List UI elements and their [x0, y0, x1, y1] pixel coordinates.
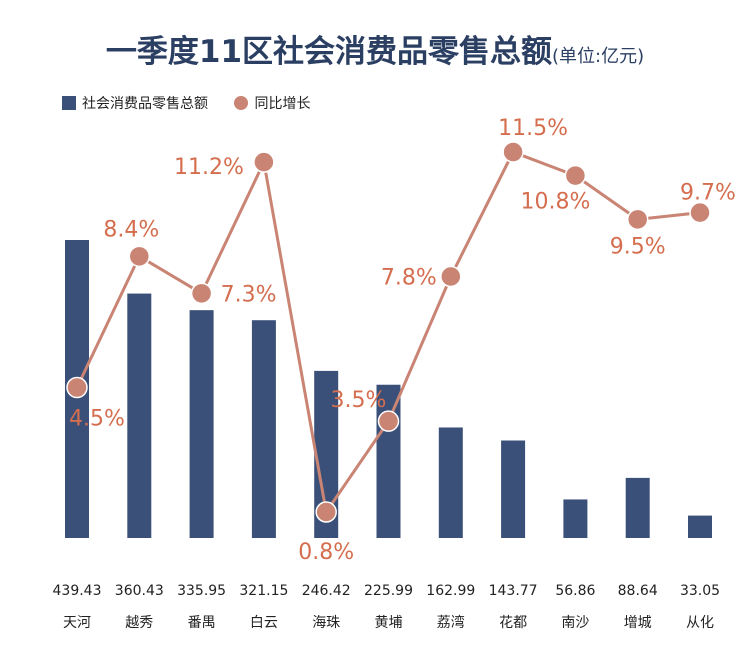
- growth-label: 11.5%: [498, 116, 568, 141]
- category-label: 越秀: [125, 615, 153, 631]
- legend-label-line: 同比增长: [254, 96, 311, 112]
- category-label: 天河: [63, 615, 91, 631]
- growth-label: 10.8%: [520, 190, 590, 215]
- bar-荔湾: [438, 427, 463, 538]
- growth-label: 7.3%: [221, 282, 277, 307]
- bar-value-label: 439.43: [53, 583, 102, 599]
- category-label: 白云: [250, 615, 278, 631]
- growth-label: 11.2%: [174, 155, 244, 180]
- bar-花都: [501, 440, 526, 538]
- bar-value-label: 360.43: [115, 583, 164, 599]
- growth-point-从化: [689, 201, 711, 224]
- growth-point-黄埔: [377, 410, 400, 432]
- category-labels: 天河 越秀 番禺 白云 海珠 黄埔 荔湾 花都 南沙 增城 从化: [63, 614, 714, 631]
- growth-label: 9.5%: [610, 234, 666, 259]
- bar-value-label: 33.05: [680, 583, 720, 599]
- category-label: 海珠: [312, 615, 340, 631]
- bar-value-labels: 439.43 360.43 335.95 321.15 246.42 225.99 162.…: [53, 583, 721, 599]
- chart-title-unit: (单位:亿元): [552, 46, 645, 67]
- category-label: 增城: [624, 615, 652, 631]
- legend-item-line: 同比增长: [234, 93, 310, 113]
- growth-point-花都: [502, 141, 524, 163]
- bar-增城: [625, 477, 650, 538]
- bar-越秀: [127, 293, 152, 538]
- bar-南沙: [563, 499, 588, 538]
- growth-point-增城: [626, 208, 649, 231]
- bar-从化: [688, 515, 712, 538]
- growth-point-海珠: [315, 501, 337, 523]
- growth-point-南沙: [564, 164, 587, 187]
- legend-item-bar: 社会消费品零售总额: [62, 93, 208, 113]
- bar-白云: [251, 320, 276, 538]
- growth-label: 0.8%: [298, 540, 354, 565]
- bar-value-label: 162.99: [426, 583, 475, 599]
- category-label: 南沙: [561, 615, 589, 631]
- bar-黄埔: [376, 384, 401, 538]
- category-label: 从化: [686, 615, 714, 631]
- growth-label: 7.8%: [381, 266, 437, 291]
- growth-label: 4.5%: [69, 407, 125, 432]
- growth-label: 8.4%: [103, 217, 159, 242]
- growth-point-番禺: [190, 282, 213, 305]
- bar-value-label: 143.77: [489, 583, 538, 599]
- bar-value-label: 246.42: [302, 583, 351, 599]
- growth-point-荔湾: [440, 265, 462, 288]
- growth-point-越秀: [128, 245, 151, 268]
- growth-label: 3.5%: [331, 388, 387, 413]
- bar-value-label: 88.64: [618, 583, 658, 599]
- category-label: 花都: [499, 615, 527, 631]
- growth-labels: 4.5% 8.4% 7.3% 11.2% 0.8% 3.5% 7.8% 11.5% 10.8% 9…: [69, 116, 736, 565]
- chart-title-main: 一季度11区社会消费品零售总额: [105, 34, 553, 70]
- bar-value-label: 321.15: [239, 583, 288, 599]
- bar-番禺: [189, 310, 214, 538]
- growth-label: 9.7%: [680, 181, 736, 206]
- category-label: 黄埔: [375, 614, 403, 631]
- chart-legend: 社会消费品零售总额 同比增长: [62, 93, 332, 114]
- category-label: 番禺: [188, 615, 216, 631]
- legend-label-bar: 社会消费品零售总额: [82, 96, 208, 112]
- legend-swatch-bar: [62, 96, 76, 110]
- category-label: 荔湾: [437, 614, 465, 631]
- bar-value-label: 56.86: [555, 583, 595, 599]
- legend-swatch-line: [234, 96, 249, 110]
- growth-point-白云: [253, 151, 275, 173]
- chart-title: 一季度11区社会消费品零售总额(单位:亿元): [0, 26, 750, 71]
- bar-value-label: 335.95: [177, 583, 226, 599]
- growth-point-天河: [66, 376, 88, 399]
- growth-points: [66, 141, 711, 523]
- bar-value-label: 225.99: [364, 583, 413, 599]
